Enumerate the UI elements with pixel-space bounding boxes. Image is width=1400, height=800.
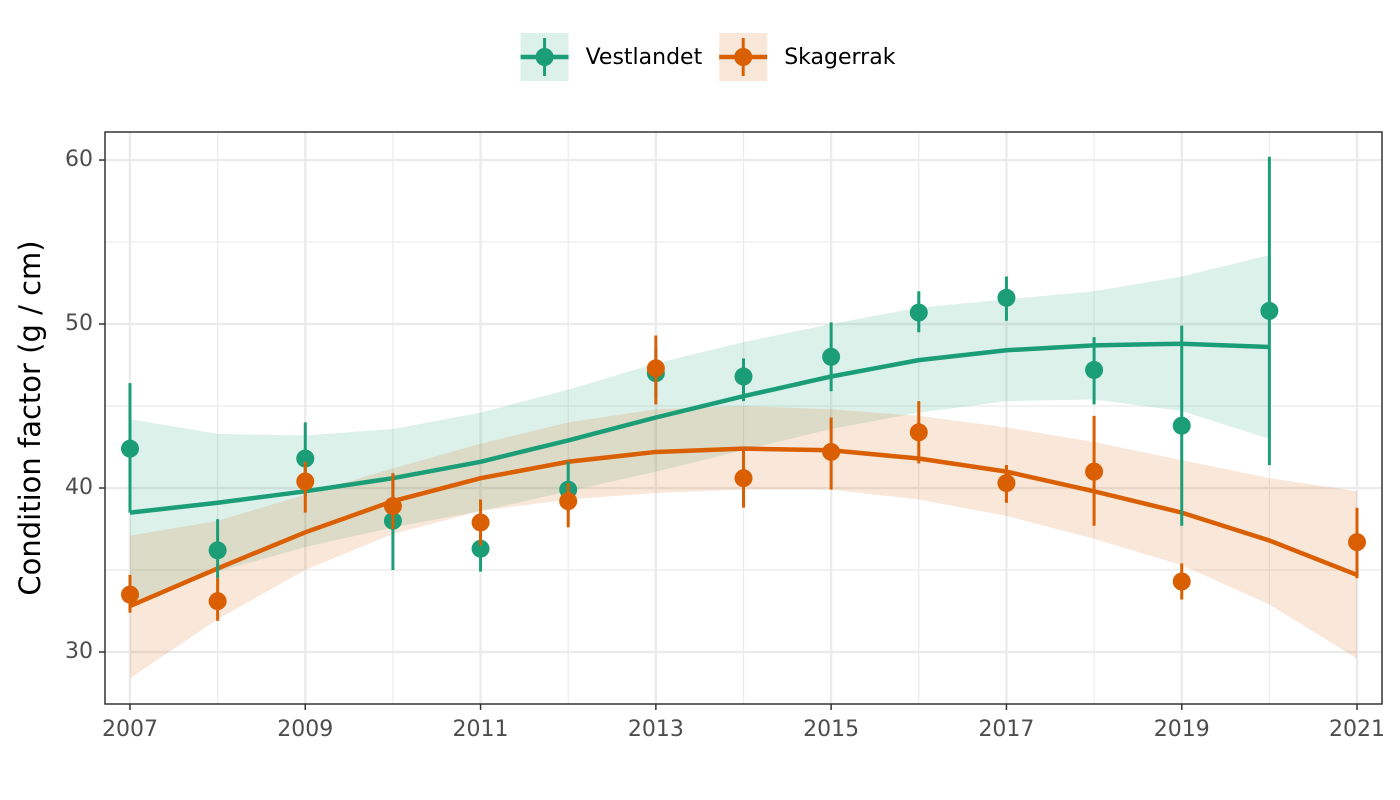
legend-key-point (734, 48, 753, 66)
legend-key-point (535, 48, 554, 66)
y-tick-label: 40 (65, 475, 93, 500)
point (1085, 360, 1104, 379)
y-tick-label: 60 (65, 147, 93, 172)
point (822, 442, 841, 461)
x-tick-label: 2011 (453, 717, 509, 742)
point (909, 423, 928, 442)
point (997, 288, 1016, 307)
point (471, 539, 490, 558)
point (120, 585, 139, 604)
x-tick-label: 2021 (1329, 717, 1385, 742)
point (208, 541, 227, 560)
confidence-ribbon (129, 406, 1358, 679)
y-tick-label: 30 (65, 639, 93, 664)
point (1260, 301, 1279, 320)
plot-border (104, 131, 1383, 705)
point (208, 592, 227, 611)
point (1348, 533, 1367, 552)
point (296, 472, 315, 491)
point (997, 474, 1016, 493)
point (1085, 462, 1104, 481)
point (734, 367, 753, 386)
point (822, 347, 841, 366)
point (296, 449, 315, 468)
legend-label: Vestlandet (586, 45, 703, 70)
x-tick-label: 2019 (1154, 717, 1210, 742)
smooth-line (129, 341, 1270, 515)
x-tick-label: 2009 (277, 717, 333, 742)
point (646, 359, 665, 378)
point (471, 513, 490, 532)
point (909, 303, 928, 322)
legend: Vestlandet Skagerrak (520, 33, 896, 81)
x-tick-label: 2007 (102, 717, 158, 742)
point (559, 492, 578, 511)
x-tick-label: 2017 (978, 717, 1034, 742)
x-tick-label: 2013 (628, 717, 684, 742)
point (1172, 572, 1191, 591)
point (734, 469, 753, 488)
x-tick-label: 2015 (803, 717, 859, 742)
y-tick-label: 50 (65, 311, 93, 336)
point (120, 439, 139, 458)
point (383, 497, 402, 516)
point (1172, 416, 1191, 435)
legend-label: Skagerrak (784, 45, 895, 70)
smooth-line (129, 446, 1358, 609)
y-axis-title: Condition factor (g / cm) (13, 240, 47, 595)
confidence-ribbon (129, 255, 1270, 607)
